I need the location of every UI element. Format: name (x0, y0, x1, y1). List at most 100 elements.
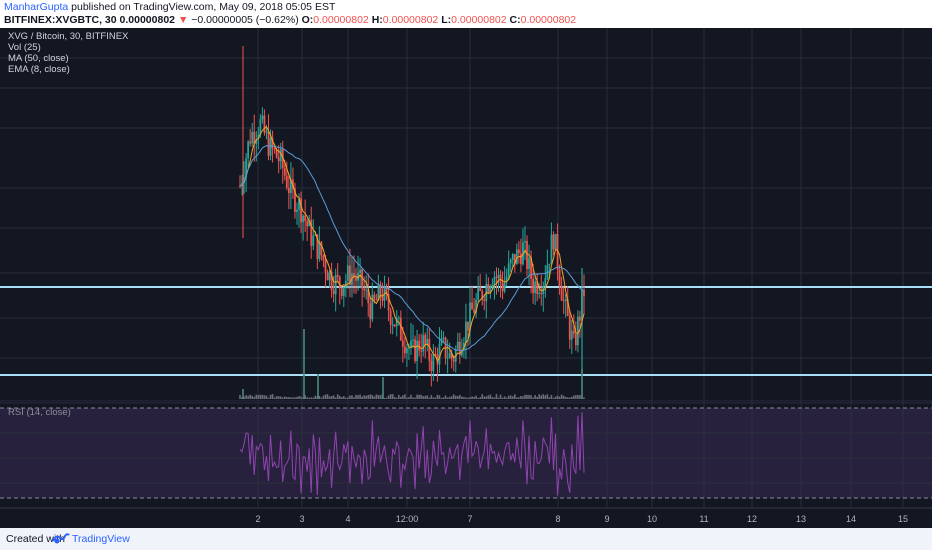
candle-body (253, 131, 256, 144)
candle-body (444, 337, 447, 359)
candle-body (452, 359, 455, 362)
volume-bar (471, 396, 473, 399)
candle-body (361, 269, 364, 289)
candle-body (534, 281, 537, 294)
legend-ema: EMA (8, close) (8, 64, 70, 75)
x-tick-label: 9 (604, 514, 609, 524)
volume-bar (540, 395, 543, 399)
chart-area[interactable]: 2 3 4 12:00 7 8 9 10 11 12 13 14 15 XVG / Bitcoin, 3… (0, 28, 932, 528)
candle-body (487, 283, 490, 293)
candle-body (385, 286, 388, 295)
candle-body (379, 284, 382, 297)
candle-body (304, 215, 307, 221)
candle-body (562, 300, 565, 302)
ema-line (239, 126, 585, 363)
x-tick-label: 10 (647, 514, 657, 524)
volume-bar (532, 397, 534, 399)
candle-body (448, 352, 451, 358)
candle-body (519, 253, 522, 265)
candle-body (367, 289, 370, 304)
rsi-band (0, 408, 932, 498)
candle-body (489, 287, 492, 293)
volume-bar (382, 377, 384, 399)
candle-body (316, 234, 319, 260)
rsi-legend: RSI (14, close) (8, 407, 71, 418)
volume-bar (286, 396, 288, 399)
candle-body (328, 271, 331, 281)
candle-body (247, 141, 250, 159)
candle-body (481, 290, 484, 300)
candle-body (257, 134, 260, 140)
candle-body (322, 255, 325, 261)
volume-bar (269, 394, 272, 399)
candle-body (483, 299, 486, 301)
candle-body (263, 115, 266, 133)
x-tick-label: 14 (846, 514, 856, 524)
volume-bar (552, 397, 555, 399)
candle-body (281, 149, 284, 169)
volume-bar (308, 397, 311, 399)
candle-body (517, 249, 520, 254)
candle-body (546, 265, 549, 279)
volume-bar (314, 395, 317, 399)
candle-body (544, 278, 547, 286)
volume-bar (247, 395, 249, 399)
volume-bar (387, 395, 390, 399)
candle-body (312, 235, 315, 246)
candle-body (583, 289, 585, 297)
volume-bar (395, 397, 398, 399)
chart-legend: XVG / Bitcoin, 30, BITFINEX Vol (25) MA … (8, 31, 128, 75)
volume-bar (296, 396, 298, 399)
high-label: H: (371, 14, 383, 26)
candle-body (334, 274, 337, 295)
volume-bar (412, 397, 414, 399)
volume-bar (513, 394, 516, 399)
candle-body (251, 131, 254, 144)
candle-body (269, 138, 272, 156)
volume-bar (273, 397, 276, 399)
volume-bar (353, 397, 355, 399)
candle-body (401, 340, 404, 347)
volume-bar (546, 394, 549, 399)
candle-body (550, 234, 553, 264)
volume-bar (426, 395, 429, 399)
published-text: published on TradingView.com, May 09, 20… (71, 1, 336, 13)
volume-bar (442, 397, 445, 399)
candle-body (279, 149, 282, 162)
volume-bar (312, 397, 315, 399)
candle-body (503, 282, 506, 292)
candle-body (349, 265, 351, 285)
volume-bar (448, 396, 451, 399)
candle-body (469, 302, 471, 331)
volume-bar (538, 394, 541, 399)
legend-volume: Vol (25) (8, 42, 41, 53)
volume-bar (345, 397, 347, 399)
x-tick-label: 12 (747, 514, 757, 524)
volume-bar (367, 394, 370, 399)
candle-body (277, 157, 280, 162)
open-label: O: (301, 14, 314, 26)
candle-body (552, 234, 555, 250)
author-link[interactable]: ManharGupta (4, 1, 69, 13)
tradingview-logo-icon[interactable] (52, 532, 70, 547)
candle-body (310, 219, 313, 246)
candle-body (564, 299, 567, 302)
candle-body (353, 273, 355, 278)
volume-bar (253, 396, 256, 399)
volume-bar (575, 395, 577, 399)
candle-body (450, 352, 453, 360)
volume-bar (420, 394, 422, 399)
volume-bar (452, 394, 455, 399)
tradingview-link[interactable]: TradingView (72, 533, 130, 545)
candle-body (570, 330, 573, 340)
volume-bar (306, 397, 308, 399)
volume-bar (520, 395, 522, 399)
chart-canvas[interactable]: 2 3 4 12:00 7 8 9 10 11 12 13 14 15 (0, 28, 932, 528)
volume-bar (499, 394, 502, 399)
volume-bar (536, 396, 538, 399)
candle-body (318, 241, 321, 260)
candle-body (320, 241, 323, 256)
candle-body (363, 288, 366, 291)
volume-bar (509, 395, 512, 399)
volume-bar (242, 389, 244, 399)
